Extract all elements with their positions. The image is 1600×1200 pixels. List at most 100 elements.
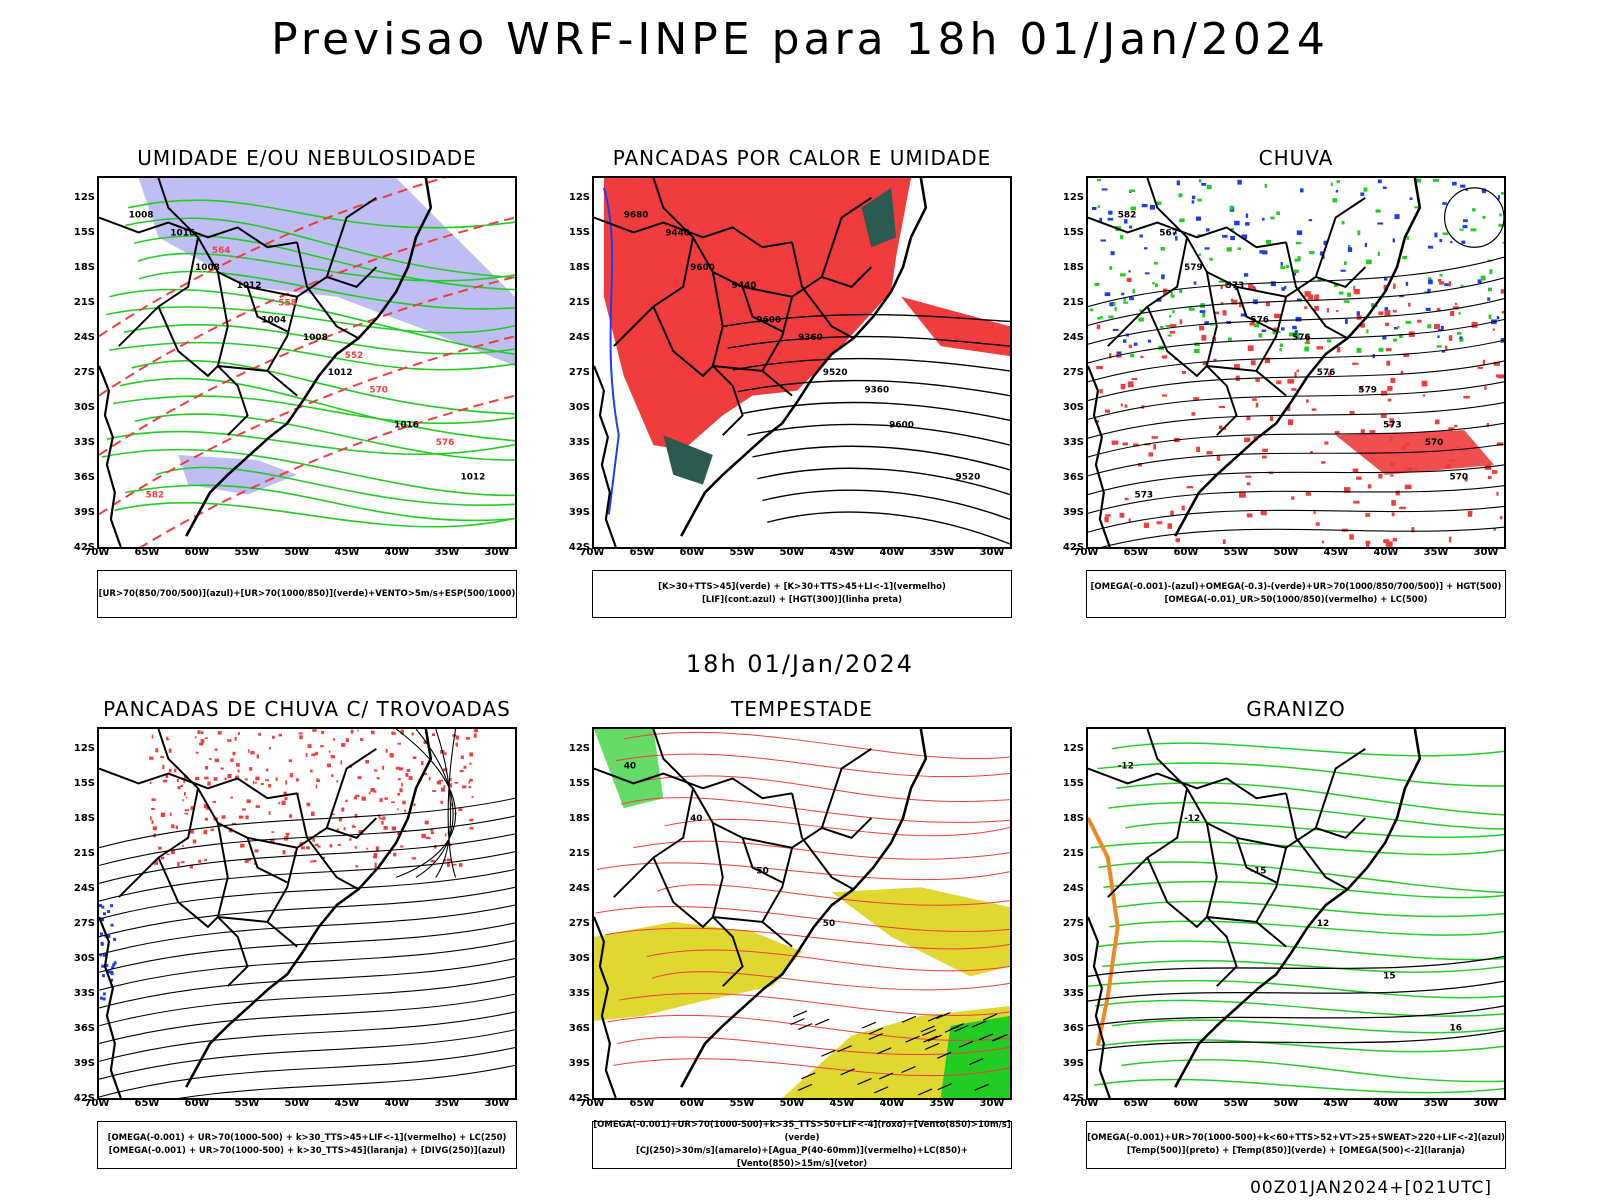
temp850-contour bbox=[1108, 801, 1504, 830]
storm-cell bbox=[343, 827, 346, 831]
wind-vector bbox=[949, 1023, 964, 1031]
lat-tick-label: 21S bbox=[1062, 297, 1084, 308]
contour-red bbox=[619, 993, 1010, 1017]
storm-cell bbox=[195, 751, 199, 754]
rain-cell-red bbox=[1391, 499, 1396, 506]
lat-tick-label: 24S bbox=[1062, 332, 1084, 343]
rain-cell-red bbox=[1305, 491, 1311, 496]
lon-tick-label: 40W bbox=[1373, 547, 1399, 558]
storm-cell bbox=[313, 753, 317, 756]
rain-cell-red bbox=[1161, 394, 1167, 397]
storm-cell bbox=[373, 853, 378, 858]
storm-cell bbox=[197, 730, 201, 734]
rain-cell bbox=[1129, 189, 1136, 193]
rain-cell-red bbox=[1353, 288, 1360, 295]
border-line bbox=[652, 178, 783, 333]
divergence-cell bbox=[113, 961, 117, 965]
rain-cell-red bbox=[1388, 424, 1394, 427]
rain-cell bbox=[1461, 240, 1466, 244]
rain-cell-red bbox=[1096, 324, 1101, 330]
rain-cell-red bbox=[1389, 418, 1394, 424]
streamline bbox=[395, 729, 457, 878]
streamline bbox=[99, 868, 515, 920]
storm-cell bbox=[448, 783, 452, 788]
rain-cell-red bbox=[1437, 278, 1442, 282]
border-line bbox=[791, 242, 854, 340]
lon-tick-label: 35W bbox=[929, 1098, 955, 1109]
wind-vector bbox=[837, 1045, 852, 1053]
divergence-cell bbox=[107, 935, 111, 939]
lat-tick-label: 21S bbox=[568, 297, 590, 308]
hgt-contour bbox=[722, 313, 1010, 328]
storm-cell bbox=[268, 747, 271, 750]
lat-tick-label: 36S bbox=[1062, 472, 1084, 483]
streamline bbox=[99, 922, 515, 973]
storm-cell bbox=[247, 749, 250, 753]
rain-cell-red bbox=[1167, 523, 1172, 529]
rain-cell bbox=[1279, 348, 1282, 352]
lon-tick-label: 55W bbox=[1223, 547, 1249, 558]
contour-label: 576 bbox=[1317, 368, 1336, 378]
panel-legend: [OMEGA(-0.001)+UR>70(1000-500)+k>35_TTS>… bbox=[592, 1120, 1012, 1169]
lat-tick-label: 42S bbox=[1062, 542, 1084, 553]
temp500-contour bbox=[1088, 955, 1504, 977]
rain-cell bbox=[1243, 273, 1249, 277]
lat-tick-label: 12S bbox=[1062, 192, 1084, 203]
storm-cell bbox=[428, 777, 431, 781]
storm-cell bbox=[330, 755, 336, 759]
rain-cell bbox=[1293, 271, 1297, 276]
contour-green bbox=[113, 395, 515, 425]
panel-title: CHUVA bbox=[1258, 146, 1334, 170]
storm-cell bbox=[463, 765, 467, 769]
rain-cell bbox=[1433, 178, 1439, 182]
divergence-cell bbox=[101, 918, 105, 922]
border-line bbox=[594, 767, 793, 800]
storm-cell bbox=[376, 777, 380, 779]
rain-cell bbox=[1360, 192, 1365, 197]
contour-green bbox=[138, 270, 515, 310]
storm-cell bbox=[469, 752, 474, 757]
storm-cell bbox=[391, 801, 395, 804]
border-line bbox=[1205, 822, 1238, 987]
weather-map-5: 40 40 50 50 bbox=[592, 727, 1012, 1100]
divergence-cell bbox=[101, 964, 105, 968]
map-canvas: 1008 1008 1004 1012 1016 1012 1016 1012 1008 570 5… bbox=[99, 178, 515, 547]
rain-cell-red bbox=[1316, 346, 1324, 350]
rain-cell-red bbox=[1349, 411, 1355, 415]
wind-vector bbox=[958, 1040, 974, 1048]
storm-cell bbox=[152, 826, 157, 831]
hgt-contour bbox=[757, 467, 1010, 496]
coastline bbox=[1088, 916, 1111, 1098]
rain-cell bbox=[1202, 312, 1206, 318]
lat-tick-label: 42S bbox=[568, 1093, 590, 1104]
storm-cell bbox=[424, 820, 429, 825]
wind-vector bbox=[801, 1072, 816, 1080]
rain-cell bbox=[1425, 307, 1431, 311]
contour-red bbox=[656, 884, 1010, 906]
contour-label: 1012 bbox=[237, 281, 262, 291]
lon-tick-label: 45W bbox=[1323, 547, 1349, 558]
contour-green bbox=[131, 359, 515, 415]
rain-cell bbox=[1396, 326, 1400, 329]
storm-cell bbox=[254, 781, 257, 784]
storm-cell bbox=[382, 816, 386, 820]
lon-tick-label: 65W bbox=[134, 547, 160, 558]
storm-cell bbox=[151, 734, 154, 739]
rain-cell bbox=[1308, 219, 1313, 222]
storm-cell bbox=[312, 729, 317, 732]
rain-cell bbox=[1114, 306, 1117, 312]
rain-cell-red bbox=[1496, 491, 1499, 496]
rain-cell bbox=[1304, 346, 1310, 352]
lat-tick-label: 18S bbox=[73, 813, 95, 824]
rain-cell-red bbox=[1099, 388, 1103, 394]
rain-cell bbox=[1436, 345, 1442, 348]
lat-tick-label: 39S bbox=[1062, 507, 1084, 518]
rain-cell-red bbox=[1214, 311, 1220, 315]
contour-red bbox=[646, 949, 1010, 972]
contour-label: 570 bbox=[1450, 473, 1469, 483]
contour-label: 50 bbox=[823, 919, 835, 929]
lat-tick-label: 18S bbox=[568, 262, 590, 273]
wind-vector bbox=[982, 1013, 998, 1021]
storm-cell bbox=[431, 733, 435, 737]
coastline bbox=[1174, 178, 1422, 537]
